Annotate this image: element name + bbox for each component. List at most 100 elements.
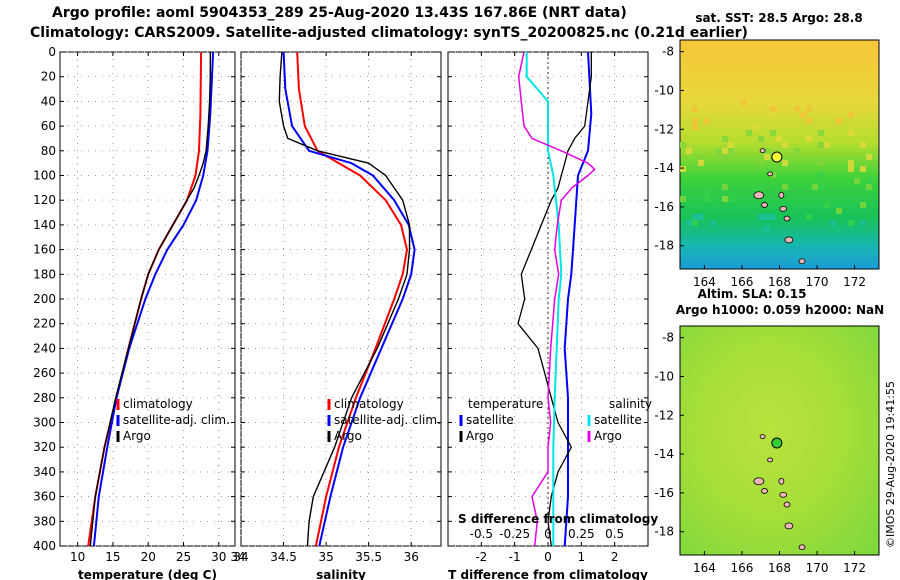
sdiff-legend-label: Argo <box>594 429 622 443</box>
s-diff-tick-label: -0.25 <box>499 527 530 541</box>
x-tick-label: 15 <box>105 550 120 564</box>
x-tick-label: 35 <box>318 550 333 564</box>
series-line-s-argo <box>517 52 596 546</box>
island-shape <box>784 522 794 530</box>
island-shape <box>767 457 774 463</box>
panel-frame-1 <box>240 51 442 547</box>
series-line-argo <box>278 52 411 546</box>
x-tick-label: 2 <box>611 550 619 564</box>
map-lat-tick: -14 <box>654 447 674 461</box>
island-shape <box>778 477 785 485</box>
island-shape <box>778 191 785 199</box>
panel-frame-0 <box>59 51 236 547</box>
depth-tick-label: 360 <box>33 490 56 504</box>
sla-map-title-line1: Altim. SLA: 0.15 <box>698 287 807 301</box>
depth-tick-label: 160 <box>33 243 56 257</box>
island-shape <box>761 202 768 208</box>
x-axis-label-2: T difference from climatology <box>448 568 648 580</box>
depth-tick-label: 200 <box>33 292 56 306</box>
map-lon-tick: 170 <box>806 275 829 289</box>
x-tick-label: -2 <box>475 550 487 564</box>
temp-legend-label: Argo <box>123 429 151 443</box>
map-lon-tick: 172 <box>843 275 866 289</box>
depth-tick-label: 140 <box>33 218 56 232</box>
x-tick-label: 34 <box>233 550 248 564</box>
s-diff-tick-label: 0.25 <box>568 527 595 541</box>
map-lon-tick: 166 <box>730 275 753 289</box>
map-lat-tick: -16 <box>654 200 674 214</box>
map-lat-tick: -8 <box>662 45 674 59</box>
tdiff-legend-label: satellite <box>466 413 514 427</box>
depth-tick-label: 60 <box>41 119 56 133</box>
sst-map <box>679 39 880 270</box>
x-tick-label: 0 <box>544 550 552 564</box>
x-axis-label-0: temperature (deg C) <box>78 568 217 580</box>
x-tick-label: 10 <box>70 550 85 564</box>
imos-timestamp: ©IMOS 29-Aug-2020 19:41:55 <box>884 381 897 548</box>
s-diff-tick-label: -0.5 <box>470 527 493 541</box>
sst-map-title: sat. SST: 28.5 Argo: 28.8 <box>695 11 862 25</box>
island-shape <box>759 434 766 440</box>
island-shape <box>779 491 788 498</box>
s-diff-axis-label: S difference from climatology <box>458 512 658 526</box>
depth-tick-label: 20 <box>41 70 56 84</box>
argo-position-marker <box>771 151 783 163</box>
map-lat-tick: -10 <box>654 83 674 97</box>
sal-legend-label: climatology <box>334 397 404 411</box>
series-line-climatology <box>296 52 408 546</box>
map-lat-tick: -12 <box>654 122 674 136</box>
legend-salinity-heading: salinity <box>609 397 652 411</box>
sal-legend-label: satellite-adj. clim. <box>334 413 441 427</box>
depth-tick-label: 0 <box>48 45 56 59</box>
map-lat-tick: -8 <box>662 331 674 345</box>
sla-map-title-line2: Argo h1000: 0.059 h2000: NaN <box>676 303 884 317</box>
island-shape <box>767 171 774 177</box>
depth-tick-label: 380 <box>33 514 56 528</box>
map-lon-tick: 164 <box>693 561 716 575</box>
x-tick-label: -1 <box>509 550 521 564</box>
x-tick-label: 36 <box>404 550 419 564</box>
depth-tick-label: 300 <box>33 416 56 430</box>
map-lon-tick: 164 <box>693 275 716 289</box>
island-shape <box>753 477 765 486</box>
depth-tick-label: 320 <box>33 440 56 454</box>
island-shape <box>779 205 788 212</box>
x-tick-label: 25 <box>176 550 191 564</box>
depth-tick-label: 100 <box>33 169 56 183</box>
depth-tick-label: 260 <box>33 366 56 380</box>
island-shape <box>783 501 791 508</box>
island-shape <box>761 488 768 494</box>
map-lat-tick: -14 <box>654 161 674 175</box>
sal-legend-label: Argo <box>334 429 362 443</box>
x-tick-label: 34.5 <box>270 550 297 564</box>
tdiff-legend-label: Argo <box>466 429 494 443</box>
depth-tick-label: 40 <box>41 94 56 108</box>
x-axis-label-1: salinity <box>316 568 366 580</box>
depth-tick-label: 220 <box>33 317 56 331</box>
depth-tick-label: 240 <box>33 341 56 355</box>
map-lat-tick: -12 <box>654 408 674 422</box>
title-line-2: Climatology: CARS2009. Satellite-adjuste… <box>30 25 748 41</box>
s-diff-tick-label: 0 <box>544 527 552 541</box>
island-shape <box>798 258 806 265</box>
depth-tick-label: 280 <box>33 391 56 405</box>
legend-temperature-heading: temperature <box>468 397 543 411</box>
sdiff-legend-label: satellite <box>594 413 642 427</box>
depth-tick-label: 340 <box>33 465 56 479</box>
series-line-satellite <box>92 52 215 546</box>
series-line-t-satellite <box>563 52 593 546</box>
map-lon-tick: 166 <box>730 561 753 575</box>
x-tick-label: 30 <box>211 550 226 564</box>
series-line-t-argo <box>517 52 592 546</box>
s-diff-tick-label: 0.5 <box>605 527 624 541</box>
temp-legend-label: climatology <box>123 397 193 411</box>
island-shape <box>753 191 765 200</box>
depth-tick-label: 400 <box>33 539 56 553</box>
x-tick-label: 35.5 <box>355 550 382 564</box>
depth-tick-label: 80 <box>41 144 56 158</box>
title-line-1: Argo profile: aoml 5904353_289 25-Aug-20… <box>52 5 627 21</box>
x-tick-label: 1 <box>578 550 586 564</box>
map-lon-tick: 170 <box>806 561 829 575</box>
island-shape <box>798 544 806 551</box>
